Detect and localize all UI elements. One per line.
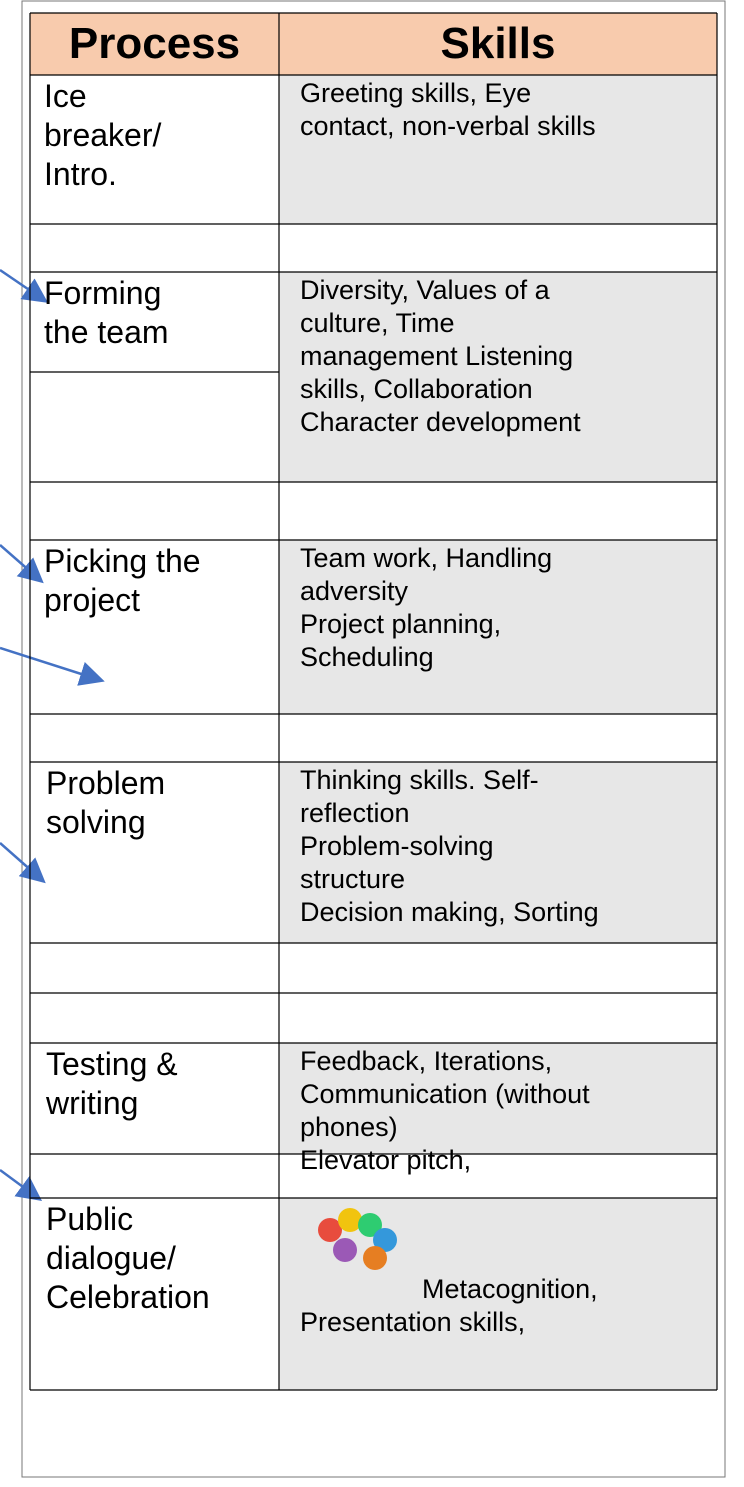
page-frame	[21, 0, 726, 1478]
skills-text: reflection	[300, 798, 410, 828]
process-text: Picking the	[44, 543, 201, 579]
skills-fill	[279, 540, 717, 714]
skills-fill	[279, 1043, 717, 1154]
header-skills: Skills	[440, 19, 556, 68]
skills-text: Decision making, Sorting	[300, 897, 599, 927]
skills-text: structure	[300, 864, 406, 894]
skills-text: Greeting skills, Eye	[300, 78, 532, 108]
skills-text: Character development	[300, 407, 581, 437]
process-text: Celebration	[46, 1279, 210, 1315]
skills-text: Metacognition,	[422, 1274, 598, 1304]
process-text: Forming	[44, 275, 162, 311]
skills-text: Thinking skills. Self-	[300, 765, 539, 795]
skills-text: Communication (without	[300, 1079, 590, 1109]
process-text: the team	[44, 314, 169, 350]
skills-fill	[279, 75, 717, 224]
skills-text: management Listening	[300, 341, 574, 371]
skills-fill	[279, 272, 717, 482]
process-text: writing	[46, 1085, 139, 1121]
skills-text: Scheduling	[300, 642, 434, 672]
skills-text: Presentation skills,	[300, 1307, 526, 1337]
process-text: Public	[46, 1201, 134, 1237]
skills-text: Feedback, Iterations,	[300, 1046, 553, 1076]
process-text: Testing &	[46, 1046, 178, 1082]
header-fill	[30, 13, 717, 75]
process-text: project	[44, 582, 141, 618]
skills-text: phones)	[300, 1112, 398, 1142]
process-text: Intro.	[44, 156, 117, 192]
process-text: Ice	[44, 78, 87, 114]
process-text: Problem	[46, 765, 166, 801]
skills-text: adversity	[300, 576, 409, 606]
process-text: solving	[46, 804, 146, 840]
skills-text: contact, non-verbal skills	[300, 111, 596, 141]
process-text: dialogue/	[46, 1240, 176, 1276]
skills-text: Project planning,	[300, 609, 502, 639]
skills-fill	[279, 762, 717, 943]
skills-text: skills, Collaboration	[300, 374, 533, 404]
skills-text: Diversity, Values of a	[300, 275, 550, 305]
header-process: Process	[68, 19, 241, 68]
skills-text: Problem-solving	[300, 831, 494, 861]
skills-text: Elevator pitch,	[300, 1145, 472, 1175]
skills-text: Team work, Handling	[300, 543, 553, 573]
team-icon	[318, 1208, 397, 1270]
skills-text: culture, Time	[300, 308, 455, 338]
arrows	[0, 268, 105, 1201]
process-text: breaker/	[44, 117, 162, 153]
